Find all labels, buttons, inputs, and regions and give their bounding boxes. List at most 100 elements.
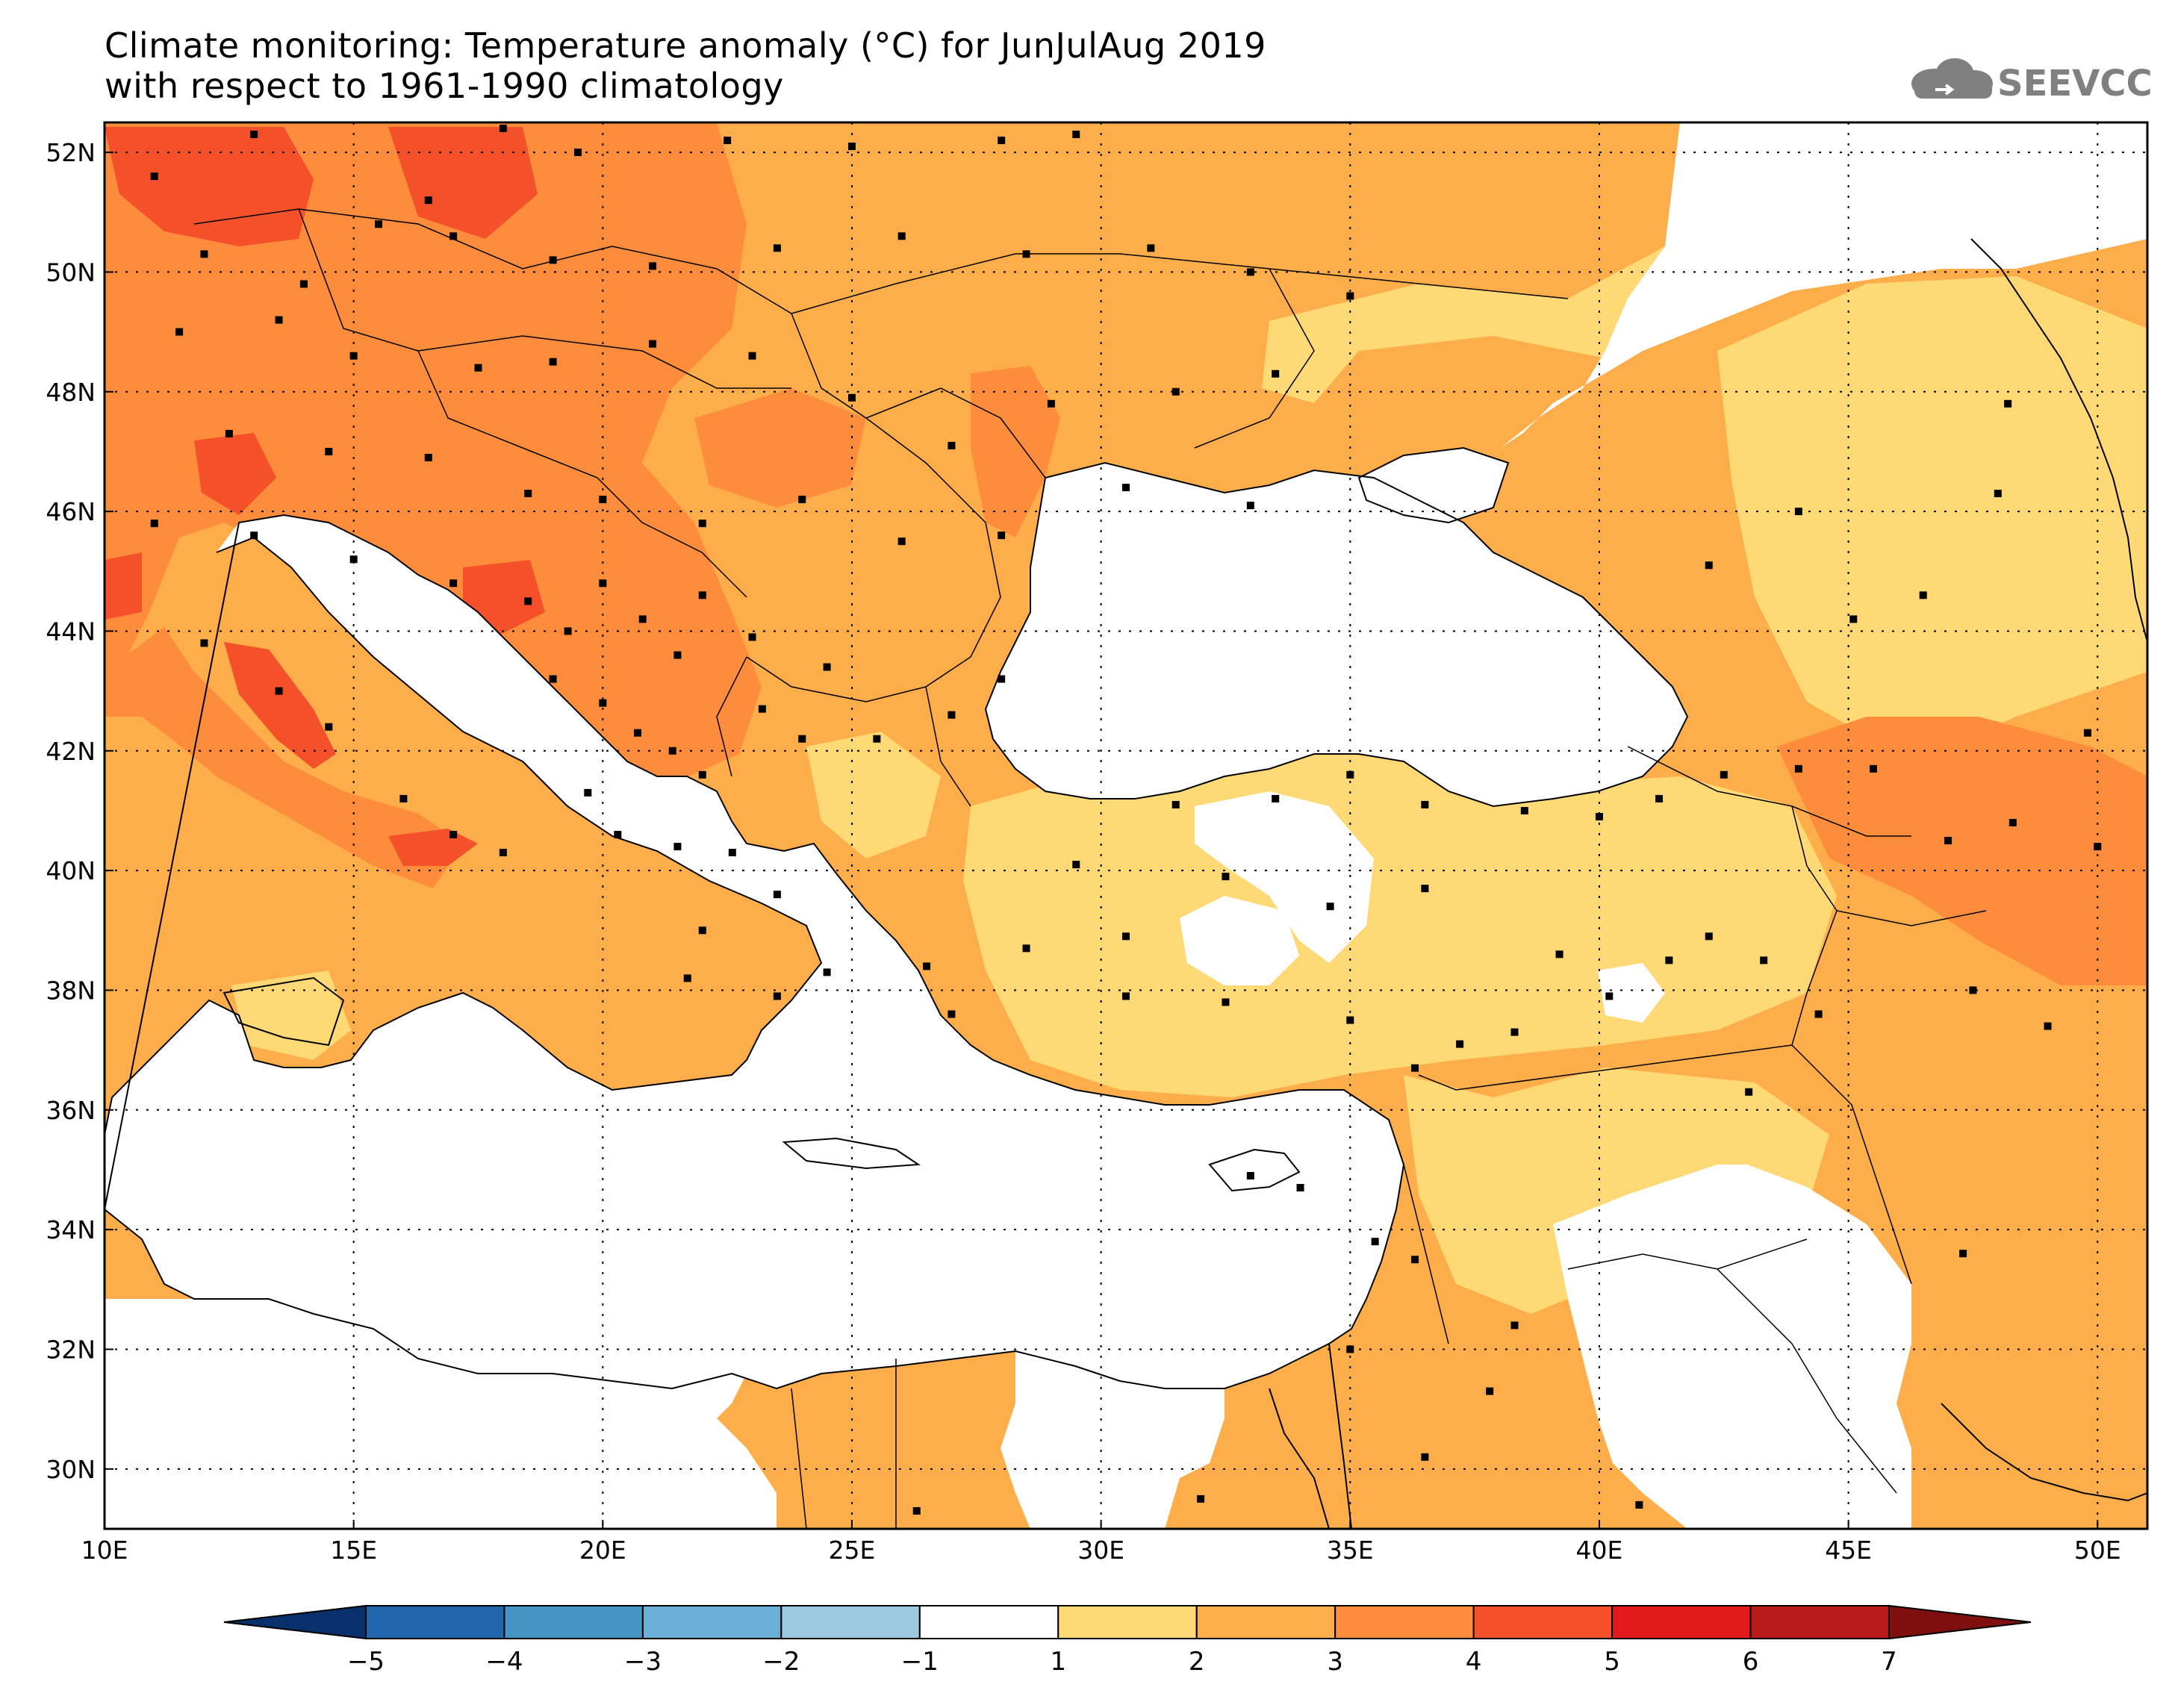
station-marker xyxy=(1222,873,1230,881)
station-marker xyxy=(573,149,582,157)
station-marker xyxy=(1720,770,1728,779)
station-marker xyxy=(1595,812,1603,820)
station-marker xyxy=(2008,818,2017,826)
station-marker xyxy=(325,447,333,455)
x-axis-ticks: 10E 15E 20E 25E 30E 35E 40E 45E 50E xyxy=(81,1520,2121,1565)
colorbar-segment xyxy=(1611,1605,1752,1639)
station-marker xyxy=(912,1506,921,1515)
x-tick-label: 50E xyxy=(2074,1536,2121,1565)
map-title-line-1: Climate monitoring: Temperature anomaly … xyxy=(105,25,1266,66)
station-marker xyxy=(698,926,706,935)
coastline-persian-gulf xyxy=(1941,1403,2147,1502)
station-marker xyxy=(1456,1040,1464,1048)
station-marker xyxy=(349,555,358,564)
station-marker xyxy=(1346,1016,1354,1024)
anomaly-band-1-2-east xyxy=(1717,276,2147,761)
station-marker xyxy=(2083,729,2091,737)
station-marker xyxy=(1919,591,1927,599)
station-marker xyxy=(1246,502,1254,510)
station-marker xyxy=(698,770,706,779)
station-marker xyxy=(1171,387,1180,396)
station-marker xyxy=(668,747,676,755)
station-marker xyxy=(948,441,956,449)
station-marker xyxy=(728,849,736,857)
station-marker xyxy=(399,794,408,802)
y-tick-label: 44N xyxy=(46,617,96,646)
sea-azov xyxy=(1359,448,1508,523)
region-libya-egypt-white xyxy=(105,1299,777,1529)
station-marker xyxy=(748,633,756,641)
station-marker xyxy=(1944,837,1952,845)
station-marker xyxy=(698,520,706,528)
island-crete xyxy=(782,1137,921,1170)
station-marker xyxy=(823,968,831,976)
colorbar-segment xyxy=(365,1605,505,1639)
anomaly-field xyxy=(105,122,2147,1529)
station-marker xyxy=(773,891,781,899)
station-marker xyxy=(683,974,691,982)
anomaly-band-4-5-corsica-coast xyxy=(105,552,142,620)
station-marker xyxy=(1655,794,1664,802)
station-marker xyxy=(449,831,458,839)
station-marker xyxy=(773,244,781,252)
cloud-icon xyxy=(1911,58,1993,99)
x-tick-label: 10E xyxy=(81,1536,128,1565)
y-tick-label: 38N xyxy=(46,976,96,1005)
station-marker xyxy=(823,663,831,671)
station-marker xyxy=(375,220,383,228)
colorbar-label: 7 xyxy=(1881,1647,1897,1677)
anatolia-white-patches xyxy=(1180,896,1299,985)
station-marker xyxy=(998,137,1006,145)
colorbar-label: 1 xyxy=(1050,1647,1066,1677)
region-egypt-white xyxy=(1001,1351,1225,1529)
station-marker xyxy=(1760,956,1768,964)
station-marker xyxy=(499,125,507,133)
station-marker xyxy=(549,256,557,264)
y-tick-label: 32N xyxy=(46,1335,96,1364)
station-marker xyxy=(175,328,184,336)
station-marker xyxy=(614,831,622,839)
station-marker xyxy=(847,143,856,151)
station-marker xyxy=(1635,1500,1643,1509)
station-marker xyxy=(1222,998,1230,1006)
station-marker xyxy=(325,723,333,731)
seevccc-logo: SEEVCCC xyxy=(1911,58,2150,105)
station-marker xyxy=(1421,800,1429,808)
anatolia-white-patch-central xyxy=(1195,791,1374,963)
station-marker xyxy=(1849,615,1858,623)
station-marker xyxy=(1371,1238,1379,1246)
colorbar-high-arrow xyxy=(1888,1604,2032,1640)
station-marker xyxy=(150,172,158,181)
station-marker xyxy=(2094,843,2102,851)
colorbar-segment xyxy=(1195,1605,1337,1639)
station-marker xyxy=(1022,250,1030,258)
graticule xyxy=(105,122,2147,1529)
logo-text: SEEVCCC xyxy=(1997,63,2150,105)
station-marker xyxy=(424,196,432,205)
anomaly-band-4-5-alps xyxy=(194,433,276,515)
island-sicily xyxy=(223,976,345,1047)
station-marker xyxy=(1411,1064,1419,1072)
station-marker xyxy=(299,280,308,288)
coastline-mediterranean xyxy=(105,514,1405,1390)
anatolia-white-patch-east xyxy=(1598,963,1665,1023)
station-marker xyxy=(200,250,208,258)
y-axis-ticks: 52N 50N 48N 46N 44N 42N 40N 38N 36N 34N 32N 30N xyxy=(46,138,113,1484)
station-marker xyxy=(649,340,657,348)
station-marker xyxy=(564,627,572,635)
colorbar-label: 5 xyxy=(1604,1647,1620,1677)
station-marker xyxy=(1510,1321,1519,1330)
y-tick-label: 30N xyxy=(46,1455,96,1484)
colorbar-label: −1 xyxy=(901,1647,939,1677)
region-caspian-north xyxy=(1501,122,2147,448)
station-marker xyxy=(698,591,706,599)
map-title-line-2: with respect to 1961-1990 climatology xyxy=(105,66,784,106)
y-tick-label: 40N xyxy=(46,856,96,885)
station-marker xyxy=(549,675,557,683)
station-marker xyxy=(1326,903,1334,911)
station-marker xyxy=(349,352,358,360)
colorbar-label: 3 xyxy=(1327,1647,1343,1677)
station-marker xyxy=(1197,1494,1205,1503)
station-marker xyxy=(1122,484,1130,492)
x-tick-label: 45E xyxy=(1825,1536,1872,1565)
